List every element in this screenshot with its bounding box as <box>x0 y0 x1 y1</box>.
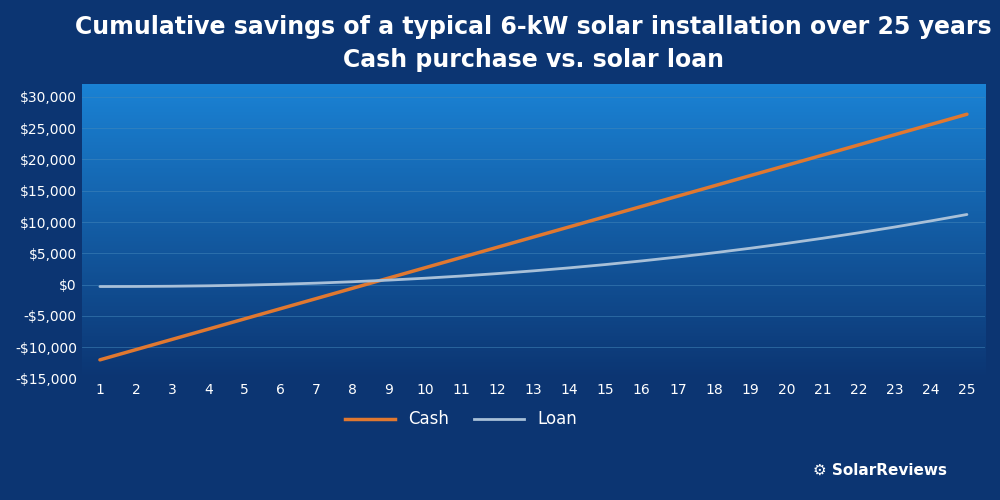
Text: ⚙ SolarReviews: ⚙ SolarReviews <box>813 462 947 477</box>
Title: Cumulative savings of a typical 6-kW solar installation over 25 years
Cash purch: Cumulative savings of a typical 6-kW sol… <box>75 15 992 72</box>
Legend: Cash, Loan: Cash, Loan <box>338 404 584 435</box>
